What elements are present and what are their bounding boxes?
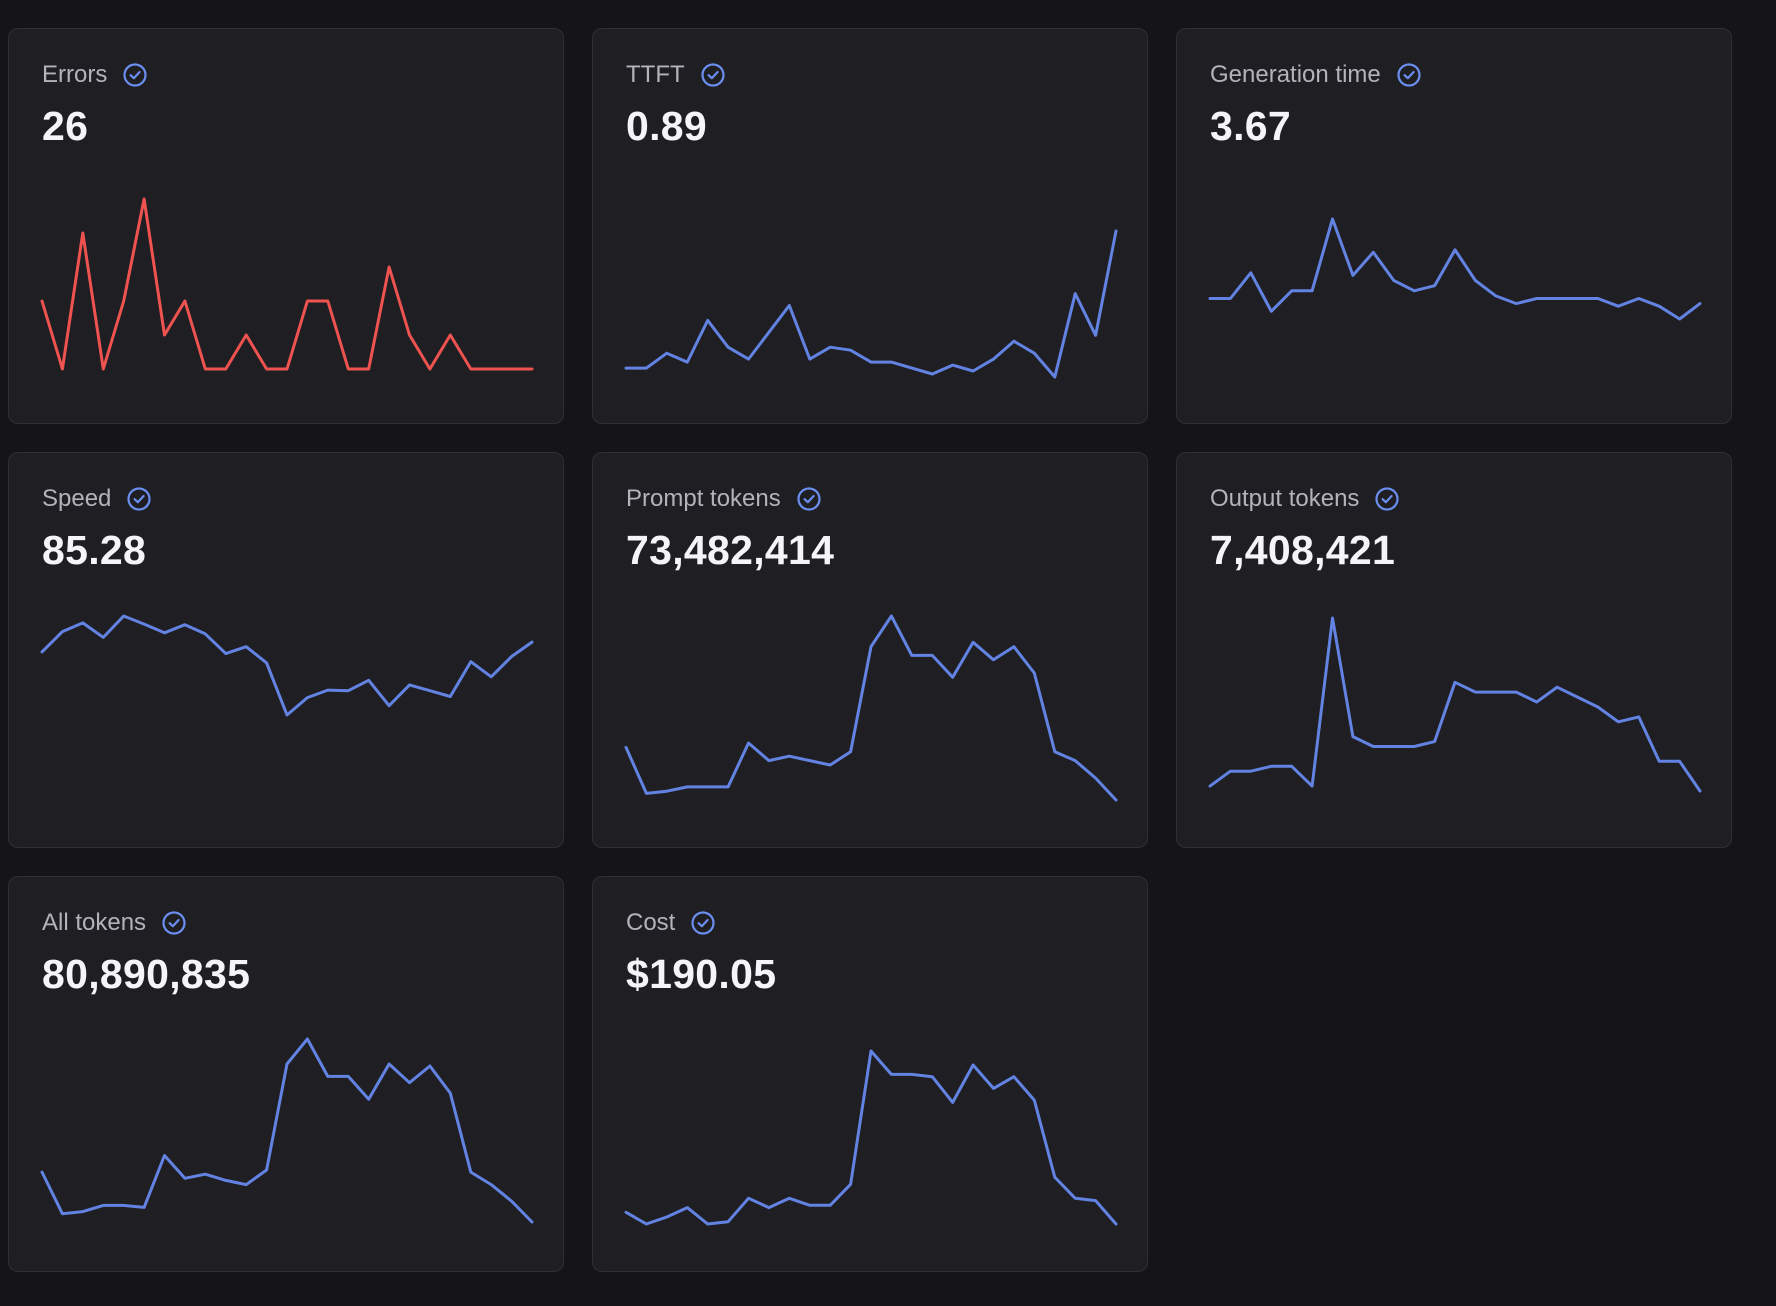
sparkline-series bbox=[624, 614, 1118, 802]
card-header: Output tokens bbox=[1210, 483, 1400, 515]
sparkline bbox=[40, 1037, 534, 1224]
card-title: Prompt tokens bbox=[626, 485, 781, 512]
card-value: 0.89 bbox=[626, 103, 707, 149]
check-circle-icon bbox=[691, 911, 715, 935]
card-cost[interactable]: Cost $190.05 bbox=[592, 876, 1148, 1272]
check-circle-icon bbox=[1397, 63, 1421, 87]
check-circle-icon bbox=[123, 63, 147, 87]
card-prompt-tokens[interactable]: Prompt tokens 73,482,414 bbox=[592, 452, 1148, 848]
sparkline bbox=[40, 614, 534, 717]
card-title: Output tokens bbox=[1210, 485, 1360, 512]
check-circle-icon bbox=[1375, 487, 1400, 511]
card-title: Speed bbox=[42, 485, 112, 512]
card-speed[interactable]: Speed 85.28 bbox=[8, 452, 564, 848]
sparkline bbox=[624, 614, 1118, 802]
card-title: All tokens bbox=[42, 909, 147, 936]
check-circle-icon bbox=[162, 911, 186, 935]
card-header: Generation time bbox=[1210, 59, 1422, 91]
card-header: Speed bbox=[42, 483, 152, 515]
card-value: 80,890,835 bbox=[42, 951, 251, 997]
card-ttft[interactable]: TTFT 0.89 bbox=[592, 28, 1148, 424]
sparkline-series bbox=[40, 197, 534, 371]
card-header: Prompt tokens bbox=[626, 483, 822, 515]
card-value: $190.05 bbox=[626, 951, 777, 997]
card-value: 26 bbox=[42, 103, 89, 149]
sparkline bbox=[624, 1049, 1118, 1226]
check-circle-icon bbox=[701, 63, 725, 87]
card-value: 73,482,414 bbox=[626, 527, 835, 573]
card-generation-time[interactable]: Generation time 3.67 bbox=[1176, 28, 1732, 424]
card-errors[interactable]: Errors 26 bbox=[8, 28, 564, 424]
check-circle-icon bbox=[127, 487, 152, 511]
card-title: Errors bbox=[42, 61, 108, 88]
sparkline-series bbox=[40, 614, 534, 717]
card-output-tokens[interactable]: Output tokens 7,408,421 bbox=[1176, 452, 1732, 848]
card-title: Cost bbox=[626, 909, 676, 936]
sparkline-series bbox=[40, 1037, 534, 1224]
sparkline-series bbox=[1208, 616, 1702, 793]
card-title: TTFT bbox=[626, 61, 685, 88]
sparkline-series bbox=[624, 1049, 1118, 1226]
card-value: 85.28 bbox=[42, 527, 147, 573]
card-value: 3.67 bbox=[1210, 103, 1291, 149]
sparkline bbox=[1208, 616, 1702, 793]
card-title: Generation time bbox=[1210, 61, 1381, 88]
card-header: Cost bbox=[626, 907, 716, 939]
sparkline bbox=[624, 229, 1118, 379]
card-header: All tokens bbox=[42, 907, 187, 939]
card-header: Errors bbox=[42, 59, 148, 91]
card-header: TTFT bbox=[626, 59, 726, 91]
sparkline-series bbox=[624, 229, 1118, 379]
check-circle-icon bbox=[797, 487, 821, 511]
sparkline bbox=[40, 197, 534, 371]
sparkline-series bbox=[1208, 217, 1702, 321]
sparkline bbox=[1208, 217, 1702, 321]
card-value: 7,408,421 bbox=[1210, 527, 1396, 573]
card-all-tokens[interactable]: All tokens 80,890,835 bbox=[8, 876, 564, 1272]
